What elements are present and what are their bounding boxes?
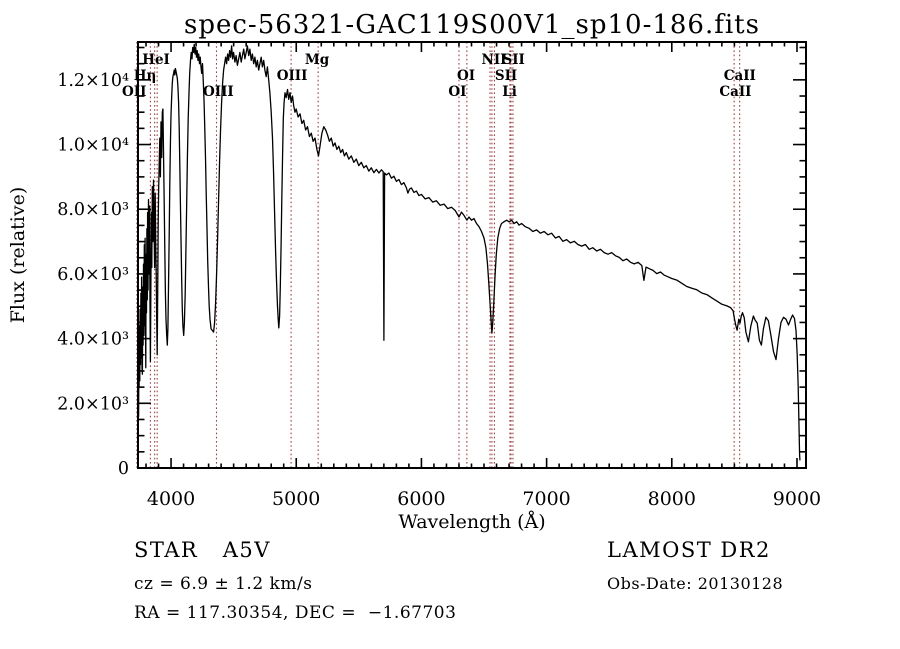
spectral-line-label: SII (495, 68, 517, 84)
spectral-line-label: HeI (142, 52, 170, 68)
object-class-text: STAR A5V (134, 538, 271, 562)
x-tick-label: 5000 (272, 488, 320, 510)
spectral-line-label: Hη (134, 68, 157, 84)
coordinates-text: RA = 117.30354, DEC = −1.67703 (134, 603, 457, 623)
spectral-line-label: OII (122, 84, 146, 100)
spectrum-curve (138, 43, 801, 461)
observation-date-text: Obs-Date: 20130128 (607, 574, 784, 593)
spectral-line-label: OIII (277, 68, 308, 84)
tick-labels-group: 4000 5000 6000 7000 8000 9000 0 2.0×10³ 4.0×10³ 6… (57, 71, 821, 510)
spectrum-curve-group (138, 43, 801, 461)
x-axis-title: Wavelength (Å) (398, 511, 545, 533)
y-tick-label: 6.0×10³ (57, 265, 129, 285)
axes-frame-group (137, 41, 807, 469)
spectral-lines-group (136, 42, 741, 468)
plot-frame (137, 41, 807, 469)
spectral-line-label: Li (502, 84, 517, 100)
spectral-line-label: OIII (203, 84, 234, 100)
spectral-line-label: OI (457, 68, 475, 84)
y-tick-label: 2.0×10³ (57, 394, 129, 414)
y-tick-label: 1.0×10⁴ (57, 136, 129, 156)
spectral-line-label: SII (502, 52, 524, 68)
y-tick-label: 8.0×10³ (57, 200, 129, 220)
x-tick-label: 6000 (397, 488, 445, 510)
y-axis-title: Flux (relative) (7, 187, 29, 324)
spectral-line-label: CaII (724, 68, 756, 84)
spectral-line-label: OI (448, 84, 466, 100)
y-tick-label: 1.2×10⁴ (57, 71, 129, 91)
radial-velocity-text: cz = 6.9 ± 1.2 km/s (134, 574, 313, 594)
x-tick-label: 4000 (147, 488, 195, 510)
survey-release-text: LAMOST DR2 (607, 538, 771, 562)
y-tick-label: 0 (118, 459, 129, 479)
chart-title: spec-56321-GAC119S00V1_sp10-186.fits (184, 10, 760, 40)
x-tick-label: 8000 (648, 488, 696, 510)
y-tick-label: 4.0×10³ (57, 330, 129, 350)
spectral-line-labels-group: OIIHηHeIOIIIOIIIMgOIOINIILiSIISIICaIICaI… (122, 52, 756, 100)
spectral-line-label: NII (482, 52, 507, 68)
x-tick-label: 9000 (773, 488, 821, 510)
spectral-line-label: CaII (719, 84, 751, 100)
spectral-line-label: Mg (305, 52, 330, 68)
x-tick-label: 7000 (522, 488, 570, 510)
